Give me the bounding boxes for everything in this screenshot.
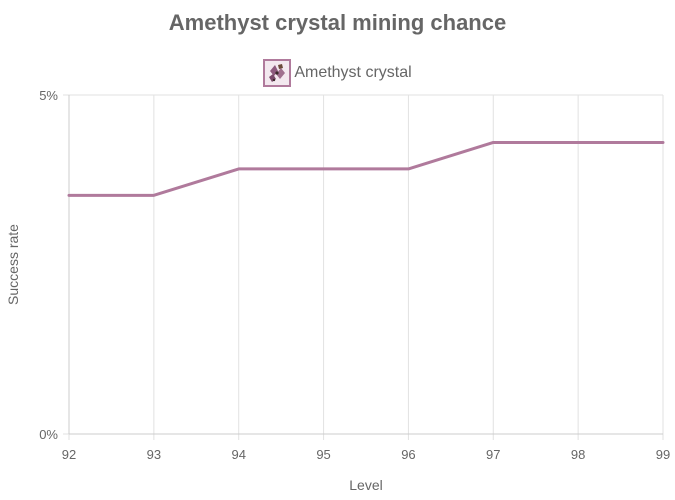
x-tick-label: 99	[656, 447, 670, 462]
y-axis-title: Success rate	[5, 224, 21, 305]
x-tick-label: 98	[571, 447, 585, 462]
x-tick-label: 94	[231, 447, 245, 462]
x-tick-label: 92	[62, 447, 76, 462]
x-axis-title: Level	[349, 477, 382, 493]
y-tick-label: 0%	[39, 427, 58, 442]
legend-label: Amethyst crystal	[294, 64, 412, 81]
x-tick-label: 97	[486, 447, 500, 462]
series-line	[67, 140, 665, 197]
chart-title: Amethyst crystal mining chance	[168, 10, 507, 35]
amethyst-crystal-icon-graphic	[269, 64, 286, 82]
amethyst-crystal-icon	[263, 59, 292, 87]
x-tick-label: 95	[316, 447, 330, 462]
y-tick-label: 5%	[39, 88, 58, 103]
x-tick-label: 96	[401, 447, 415, 462]
x-tick-label: 93	[147, 447, 161, 462]
legend[interactable]: Amethyst crystal	[0, 58, 675, 88]
